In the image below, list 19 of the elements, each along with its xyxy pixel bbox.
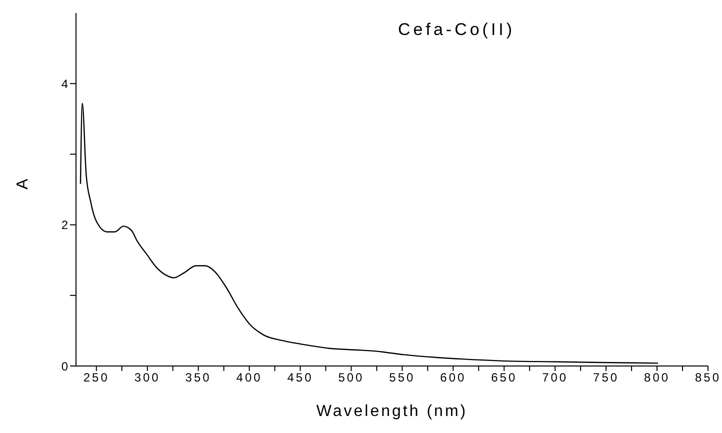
x-tick-label: 350	[185, 370, 212, 385]
x-tick-label: 700	[542, 370, 568, 385]
chart-title: Cefa-Co(II)	[398, 20, 516, 40]
y-tick-label: 4	[61, 76, 68, 91]
x-tick-label: 750	[593, 370, 620, 385]
y-axis-title: A	[14, 178, 32, 190]
x-tick-label: 600	[440, 370, 466, 385]
x-tick-label: 450	[287, 370, 314, 385]
x-tick-label: 800	[644, 370, 670, 385]
x-tick-label: 400	[236, 370, 262, 385]
y-tick-label: 0	[61, 359, 68, 374]
x-tick-label: 250	[83, 370, 110, 385]
y-tick-label: 2	[61, 218, 68, 232]
x-tick-label: 650	[491, 370, 518, 385]
x-tick-label: 850	[694, 370, 722, 385]
x-tick-label: 300	[134, 370, 160, 385]
x-tick-label: 500	[338, 370, 364, 385]
x-axis-title: Wavelength (nm)	[316, 403, 468, 420]
x-tick-label: 550	[389, 370, 416, 385]
